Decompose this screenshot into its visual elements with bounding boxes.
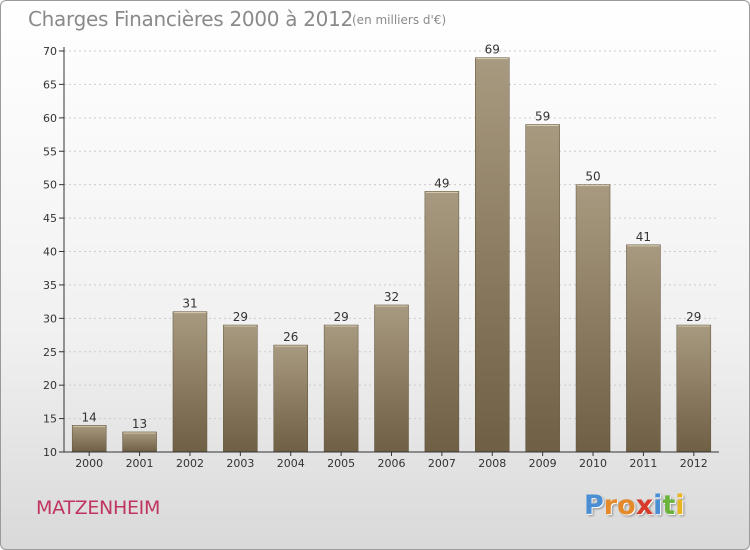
bar-value-label: 14 bbox=[82, 410, 97, 424]
bar-value-label: 69 bbox=[485, 43, 500, 57]
x-tick-label: 2001 bbox=[126, 457, 154, 470]
x-tick-label: 2003 bbox=[226, 457, 254, 470]
bar bbox=[223, 324, 258, 453]
bar-value-label: 13 bbox=[132, 417, 147, 431]
bar bbox=[424, 191, 460, 453]
chart-title: Charges Financières 2000 à 2012 bbox=[28, 7, 353, 31]
bar-value-label: 49 bbox=[434, 176, 449, 190]
x-tick-label: 2012 bbox=[680, 457, 708, 470]
bar-value-label: 41 bbox=[636, 230, 651, 244]
bar-value-label: 31 bbox=[182, 297, 197, 311]
chart-subtitle: (en milliers d'€) bbox=[352, 13, 447, 27]
y-tick-label: 15 bbox=[43, 413, 57, 426]
x-tick-label: 2006 bbox=[378, 457, 406, 470]
bar-value-label: 29 bbox=[233, 310, 248, 324]
x-tick-label: 2002 bbox=[176, 457, 204, 470]
y-tick-label: 50 bbox=[43, 179, 57, 192]
x-tick-label: 2009 bbox=[529, 457, 557, 470]
x-tick-label: 2005 bbox=[327, 457, 355, 470]
bar bbox=[475, 57, 510, 453]
bars bbox=[71, 57, 712, 453]
y-tick-label: 40 bbox=[43, 246, 57, 259]
y-tick-label: 55 bbox=[43, 145, 57, 158]
y-tick-label: 10 bbox=[43, 446, 57, 459]
y-tick-label: 25 bbox=[43, 346, 57, 359]
x-tick-label: 2000 bbox=[75, 457, 103, 470]
x-tick-label: 2007 bbox=[428, 457, 456, 470]
y-tick-label: 30 bbox=[43, 312, 57, 325]
labels: 10 15 20 25 30 35 40 45 50 55 60 65 70 14 2000 13 2001 31… bbox=[43, 43, 708, 470]
x-tick-label: 2011 bbox=[629, 457, 657, 470]
bar-value-label: 32 bbox=[384, 290, 399, 304]
bar bbox=[323, 324, 359, 453]
y-tick-label: 35 bbox=[43, 279, 57, 292]
bar bbox=[575, 184, 611, 453]
bar bbox=[273, 344, 308, 453]
x-tick-label: 2010 bbox=[579, 457, 607, 470]
bar bbox=[71, 425, 107, 453]
bar bbox=[525, 124, 560, 453]
axes bbox=[59, 47, 719, 456]
bar-value-label: 50 bbox=[585, 170, 600, 184]
y-tick-label: 20 bbox=[43, 379, 57, 392]
commune-name: MATZENHEIM bbox=[36, 497, 161, 519]
y-tick-label: 60 bbox=[43, 112, 57, 125]
proxiti-logo: Proxiti bbox=[584, 490, 685, 521]
y-tick-label: 70 bbox=[43, 45, 57, 58]
y-tick-label: 65 bbox=[43, 78, 57, 91]
bar-value-label: 26 bbox=[283, 330, 298, 344]
y-tick-label: 45 bbox=[43, 212, 57, 225]
bar bbox=[626, 244, 661, 453]
bar-value-label: 29 bbox=[333, 310, 348, 324]
bar bbox=[374, 304, 409, 453]
bar bbox=[676, 324, 712, 453]
bar-value-label: 29 bbox=[686, 310, 701, 324]
x-tick-label: 2008 bbox=[478, 457, 506, 470]
bar-value-label: 59 bbox=[535, 110, 550, 124]
bar bbox=[172, 311, 208, 453]
x-tick-label: 2004 bbox=[277, 457, 305, 470]
bar bbox=[122, 431, 157, 453]
